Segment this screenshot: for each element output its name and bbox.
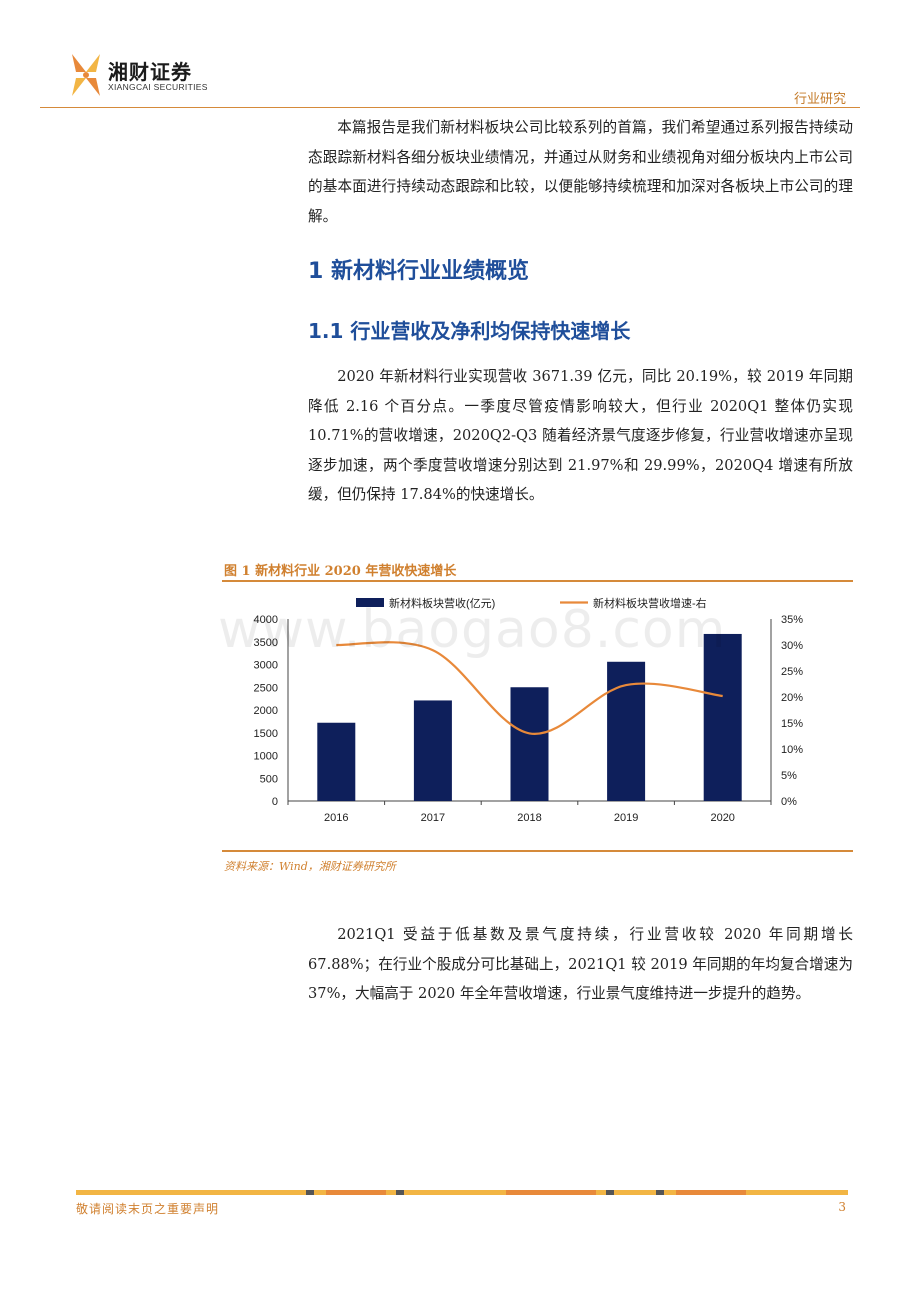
x-tick-label: 2020	[710, 812, 734, 824]
y-left-tick-label: 1500	[254, 728, 278, 740]
section-heading: 1 新材料行业业绩概览	[308, 259, 529, 284]
growth-rate-line	[336, 641, 723, 735]
legend-label-revenue: 新材料板块营收(亿元)	[389, 596, 495, 610]
revenue-bar	[703, 633, 742, 801]
y-right-tick-label: 25%	[781, 666, 803, 678]
x-tick-label: 2017	[421, 812, 445, 824]
x-tick-label: 2018	[517, 812, 541, 824]
y-right-tick-label: 0%	[781, 796, 797, 808]
figure-title: 图 1 新材料行业 2020 年营收快速增长	[224, 564, 457, 579]
chart-legend: 新材料板块营收(亿元) 新材料板块营收增速-右	[356, 596, 707, 610]
y-right-tick-label: 30%	[781, 640, 803, 652]
y-right-tick-label: 15%	[781, 718, 803, 730]
y-left-tick-label: 2500	[254, 682, 278, 694]
y-left-tick-label: 500	[260, 773, 278, 785]
figure-bottom-rule	[222, 850, 853, 852]
y-left-tick-label: 1000	[254, 751, 278, 763]
revenue-chart: 新材料板块营收(亿元) 新材料板块营收增速-右 0 500 1000 1500 2000 2…	[254, 596, 804, 824]
legend-swatch-revenue	[356, 598, 384, 607]
x-tick-label: 2019	[614, 812, 638, 824]
y-left-tick-label: 4000	[254, 614, 278, 626]
logo-text-cn: 湘财证券	[108, 60, 192, 84]
y-right-tick-label: 10%	[781, 744, 803, 756]
page-number: 3	[838, 1200, 846, 1214]
y-left-tick-label: 0	[272, 796, 278, 808]
revenue-bar	[413, 700, 452, 801]
intro-paragraph: 本篇报告是我们新材料板块公司比较系列的首篇，我们希望通过系列报告持续动态跟踪新材…	[308, 119, 853, 225]
xiangcai-logo-icon	[72, 54, 100, 96]
figure-source: 资料来源：Wind，湘财证券研究所	[224, 860, 396, 873]
y-right-tick-label: 5%	[781, 770, 797, 782]
subsection-heading: 1.1 行业营收及净利均保持快速增长	[308, 319, 631, 343]
y-left-tick-label: 3000	[254, 660, 278, 672]
watermark: www.baogao8.com	[218, 600, 727, 660]
footer-disclaimer: 敬请阅读末页之重要声明	[76, 1202, 220, 1216]
y-left-tick-label: 2000	[254, 705, 278, 717]
section-tag: 行业研究	[793, 92, 846, 107]
y-right-tick-label: 35%	[781, 614, 803, 626]
y-left-tick-label: 3500	[254, 637, 278, 649]
header-divider	[40, 107, 860, 108]
revenue-bar	[317, 722, 356, 801]
revenue-paragraph: 2020 年新材料行业实现营收 3671.39 亿元，同比 20.19%，较 2…	[308, 368, 853, 503]
y-right-tick-label: 20%	[781, 692, 803, 704]
q1-paragraph: 2021Q1 受益于低基数及景气度持续，行业营收较 2020 年同期增长 67.…	[308, 926, 853, 1002]
footer-stripe	[76, 1190, 848, 1195]
x-tick-label: 2016	[324, 812, 348, 824]
legend-label-growth: 新材料板块营收增速-右	[593, 596, 707, 610]
figure-top-rule	[222, 580, 853, 582]
logo-text-en: XIANGCAI SECURITIES	[108, 82, 208, 92]
revenue-bar	[510, 687, 549, 801]
